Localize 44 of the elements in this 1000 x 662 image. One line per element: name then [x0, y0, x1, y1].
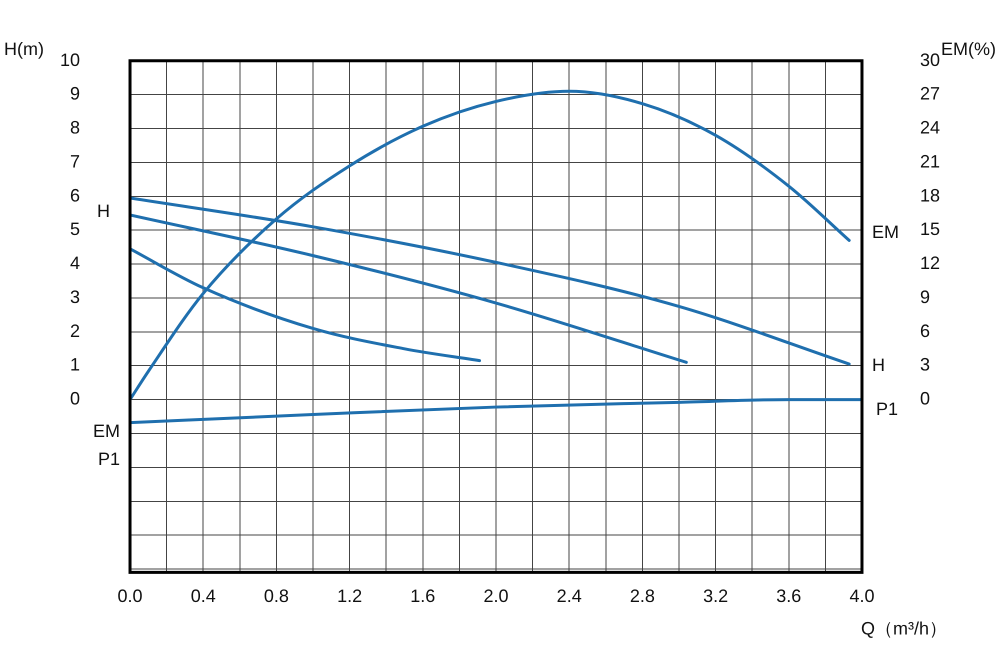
x-tick-label: 1.2: [337, 586, 362, 606]
y2-tick-label: 9: [920, 286, 930, 307]
x-tick-label: 1.6: [410, 586, 436, 606]
x-tick-label: 2.4: [556, 586, 582, 606]
y2-tick-label: 12: [920, 253, 940, 274]
text: H: [872, 354, 885, 375]
y-tick-label: 10: [60, 50, 80, 70]
y-tick-label: 6: [70, 185, 80, 206]
y2-tick-label: 24: [920, 118, 940, 138]
x-tick-label: 0.8: [264, 586, 289, 606]
y2-tick-label: 0: [920, 388, 930, 409]
x-tick-label: 4.0: [849, 586, 874, 606]
x-tick-label: 0.0: [118, 586, 143, 606]
line-series: [130, 90, 851, 402]
x-tick-label: 0.4: [190, 586, 216, 606]
y-tick-label: 9: [70, 84, 80, 104]
y-tick-label: 2: [70, 320, 80, 341]
x-tick-label: 2.8: [630, 586, 655, 606]
y-tick-label: 4: [70, 253, 80, 274]
y2-tick-label: 3: [920, 354, 930, 375]
y2-tick-label: 18: [920, 185, 940, 206]
y-tick-label: 3: [70, 286, 80, 307]
text: EM: [93, 420, 120, 441]
y2-tick-label: 27: [920, 84, 940, 104]
y-tick-label: 7: [70, 151, 80, 172]
y2-tick-label: 15: [920, 219, 940, 240]
y2-tick-label: 21: [920, 151, 940, 172]
y-axis-title: H(m): [4, 38, 44, 59]
x-tick-label: 2.0: [483, 586, 509, 606]
text: H: [97, 200, 110, 221]
line-series: [130, 398, 862, 424]
text: EM: [872, 222, 899, 242]
x-axis-title: Q（m³/h）: [860, 618, 947, 638]
y-tick-label: 1: [70, 354, 80, 375]
text: P1: [98, 448, 120, 469]
y-tick-label: 8: [70, 118, 80, 138]
x-tick-label: 3.6: [776, 586, 802, 606]
y-tick-label: 0: [70, 388, 80, 409]
text: P1: [876, 398, 898, 419]
y2-tick-label: 30: [920, 50, 940, 70]
x-tick-label: 3.2: [703, 586, 728, 606]
y-tick-label: 5: [70, 219, 80, 240]
y2-axis-title: EM(%): [941, 38, 996, 59]
y2-tick-label: 6: [920, 320, 930, 341]
